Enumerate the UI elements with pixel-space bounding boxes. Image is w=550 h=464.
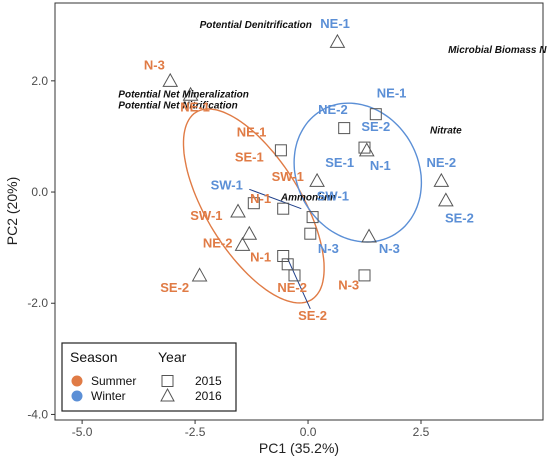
x-axis-title: PC1 (35.2%) [259, 440, 339, 456]
site-label-winter: NE-2 [318, 102, 348, 117]
point-summer-2016 [162, 72, 179, 87]
legend-2015-label: 2015 [195, 374, 222, 388]
site-label-summer: N-3 [338, 277, 359, 292]
y-tick-label: -4.0 [27, 407, 48, 421]
x-tick-label: -5.0 [72, 425, 93, 439]
legend-winter-label: Winter [91, 389, 126, 403]
legend-2016-label: 2016 [195, 389, 222, 403]
point-winter-2016 [309, 172, 325, 187]
site-label-summer: SE-2 [298, 308, 327, 323]
site-label-summer: NE-1 [237, 124, 267, 139]
variable-label: Microbial Biomass N [448, 45, 547, 56]
point-winter-2016 [361, 228, 377, 243]
point-summer-2016 [230, 203, 246, 218]
site-label-winter: SE-1 [325, 155, 354, 170]
site-label-summer: N-3 [144, 58, 165, 73]
legend-2015-square-icon [161, 375, 174, 387]
site-label-summer: SE-1 [235, 150, 264, 165]
variable-label: Potential Net Nitrification [118, 101, 237, 112]
point-winter-2015 [369, 108, 382, 121]
legend-season-title: Season [70, 349, 117, 365]
site-label-summer: NE-2 [277, 280, 307, 295]
point-winter-2015 [338, 122, 351, 135]
site-label-summer: SW-1 [272, 169, 304, 184]
point-winter-2015 [304, 227, 317, 240]
site-label-summer: N-1 [250, 191, 271, 206]
site-label-summer: NE-2 [203, 236, 233, 251]
variable-label: Soil Moisture [340, 0, 403, 3]
site-label-winter: NE-1 [377, 86, 407, 101]
point-winter-2015 [247, 197, 260, 210]
variable-label: Potential Denitrification [200, 20, 312, 31]
variable-label: Nitrate [430, 126, 462, 137]
site-label-summer: SW-1 [190, 208, 222, 223]
point-winter-2016 [433, 172, 450, 187]
site-label-summer: SE-2 [160, 280, 189, 295]
site-label-winter: SW-1 [211, 177, 243, 192]
point-summer-2016 [191, 267, 208, 282]
site-label-winter: SW-1 [317, 188, 349, 203]
site-label-winter: NE-1 [320, 16, 350, 31]
x-tick-label: -2.5 [185, 425, 206, 439]
loading-arrows [249, 188, 311, 310]
point-winter-2016 [437, 192, 454, 207]
legend-box [61, 342, 237, 412]
legend: Season Year Summer Winter 2015 2016 [61, 342, 237, 412]
variable-labels: Soil Moisture Potential Denitrification Mi… [118, 0, 547, 203]
legend-summer-label: Summer [91, 374, 136, 388]
point-summer-2015 [274, 144, 287, 157]
legend-2016-triangle-icon [160, 387, 175, 402]
point-winter-2015 [277, 202, 290, 215]
y-axis-title: PC2 (20%) [4, 177, 20, 245]
site-label-winter: N-3 [318, 241, 339, 256]
x-tick-label: 2.5 [413, 425, 430, 439]
legend-summer-marker [71, 375, 83, 387]
point-summer-2015 [358, 269, 371, 282]
site-label-winter: SE-2 [361, 119, 390, 134]
site-label-summer: N-1 [250, 250, 271, 265]
sample-points [162, 33, 454, 282]
site-label-summer: NE-1 [180, 99, 210, 114]
point-summer-2015 [288, 269, 301, 282]
legend-winter-marker [71, 390, 83, 402]
y-tick-label: 0.0 [31, 185, 48, 199]
site-label-winter: NE-2 [426, 155, 456, 170]
point-summer-2016 [241, 225, 258, 240]
ellipse-summer [182, 108, 325, 304]
point-winter-2015 [306, 211, 319, 224]
y-axis-ticks: -4.0 -2.0 0.0 2.0 [27, 74, 55, 421]
point-summer-2016 [182, 86, 199, 101]
variable-label: Ammonium [280, 192, 336, 203]
x-tick-label: 0.0 [300, 425, 317, 439]
y-tick-label: -2.0 [27, 296, 48, 310]
variable-label: Potential Net Mineralization [118, 90, 249, 101]
site-label-winter: N-3 [379, 241, 400, 256]
y-tick-label: 2.0 [31, 74, 48, 88]
site-label-winter: N-1 [370, 158, 391, 173]
point-winter-2016 [358, 142, 375, 157]
point-summer-2016 [234, 236, 251, 251]
legend-year-title: Year [158, 349, 187, 365]
x-axis-ticks: -5.0 -2.5 0.0 2.5 [72, 420, 430, 439]
point-summer-2015 [277, 250, 290, 262]
site-label-winter: SE-2 [445, 211, 474, 226]
site-labels: N-3NE-1NE-1SE-1SW-1SW-1N-1NE-2N-1SE-2 NE-… [144, 16, 474, 323]
point-winter-2015 [358, 141, 371, 154]
loading-arrow-0 [249, 188, 302, 210]
loading-arrow-1 [287, 258, 311, 310]
point-winter-2016 [329, 33, 346, 48]
point-summer-2015 [281, 258, 294, 271]
